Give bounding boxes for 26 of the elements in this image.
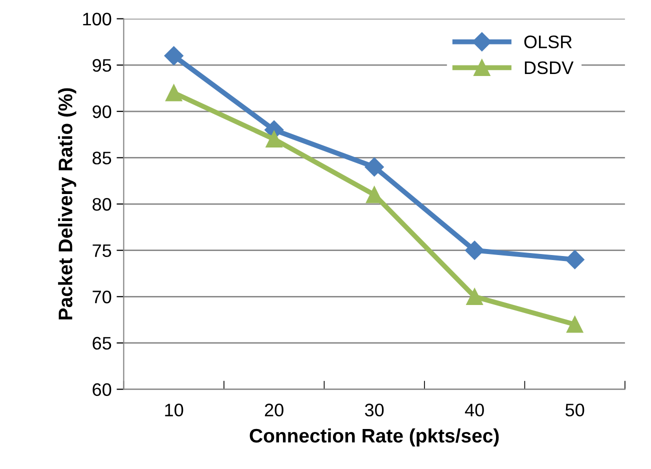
point xyxy=(165,84,182,102)
y-tick-label: 60 xyxy=(92,383,112,396)
point xyxy=(565,250,584,270)
point xyxy=(266,130,282,148)
point xyxy=(465,240,484,260)
legend-label: DSDV xyxy=(524,61,574,74)
point xyxy=(566,316,584,333)
y-tick-label: 85 xyxy=(92,152,112,164)
x-tick-label: 20 xyxy=(264,404,284,416)
x-axis-title: Connection Rate (pkts/sec) xyxy=(250,428,499,446)
y-tick-label: 95 xyxy=(92,59,112,72)
y-tick-label: 65 xyxy=(92,336,112,350)
point xyxy=(164,46,184,66)
y-axis-title: Packet Delivery Ratio (%) xyxy=(58,88,76,320)
y-tick-label: 75 xyxy=(92,244,112,258)
y-tick-label: 100 xyxy=(83,12,112,26)
x-tick-label: 30 xyxy=(364,404,384,416)
x-tick-label: 40 xyxy=(464,404,484,416)
legend-label: OLSR xyxy=(524,35,572,48)
y-tick-label: 80 xyxy=(92,198,112,211)
x-tick-label: 50 xyxy=(566,404,584,416)
point xyxy=(364,157,384,176)
x-tick-label: 10 xyxy=(165,404,184,416)
point xyxy=(466,288,483,305)
y-tick-label: 70 xyxy=(92,290,112,304)
y-tick-label: 90 xyxy=(92,105,112,118)
